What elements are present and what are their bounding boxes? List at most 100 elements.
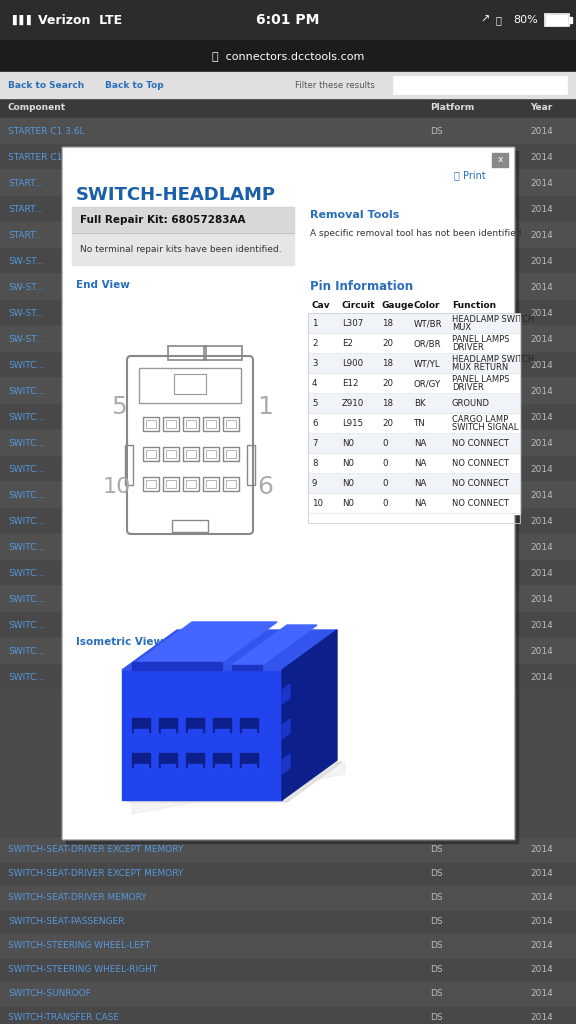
Text: DS: DS (430, 256, 442, 265)
Bar (215, 729, 229, 733)
Text: DS: DS (430, 205, 442, 213)
Bar (159, 718, 177, 732)
Bar (168, 346, 206, 360)
Text: 2014: 2014 (530, 918, 553, 927)
Bar (0, 910, 576, 934)
Text: 2014: 2014 (530, 386, 553, 395)
Text: SW-ST...: SW-ST... (8, 335, 44, 343)
Bar (0, 222, 576, 248)
Text: DS: DS (430, 941, 442, 950)
Text: DS: DS (430, 989, 442, 998)
Text: DS: DS (430, 178, 442, 187)
Bar (146, 450, 156, 458)
Text: DS: DS (430, 918, 442, 927)
Text: 2014: 2014 (530, 256, 553, 265)
Bar (66, 151, 518, 843)
Bar (308, 354, 520, 374)
Bar (308, 334, 520, 354)
Text: OR/GY: OR/GY (414, 380, 441, 388)
Text: WT/YL: WT/YL (414, 359, 441, 369)
Bar (0, 838, 576, 862)
Text: 4: 4 (312, 380, 317, 388)
Text: SWITCH SIGNAL: SWITCH SIGNAL (452, 424, 518, 432)
Text: Pin Information: Pin Information (310, 281, 413, 294)
Bar (223, 417, 239, 431)
Bar (72, 207, 294, 233)
Text: DS: DS (430, 413, 442, 422)
Bar (0, 170, 576, 196)
Bar (0, 72, 576, 98)
Bar (146, 420, 156, 428)
Text: Function: Function (452, 300, 496, 309)
Text: SWITCH-STEERING WHEEL-RIGHT: SWITCH-STEERING WHEEL-RIGHT (8, 966, 157, 975)
Text: 2014: 2014 (530, 673, 553, 682)
Text: 2014: 2014 (530, 308, 553, 317)
Bar (0, 638, 576, 664)
Polygon shape (282, 630, 337, 800)
Bar (186, 480, 196, 488)
Bar (0, 1006, 576, 1024)
Text: N0: N0 (342, 500, 354, 509)
Bar (163, 417, 179, 431)
Bar (206, 420, 216, 428)
Text: DS: DS (430, 869, 442, 879)
Text: 2014: 2014 (530, 568, 553, 578)
Text: PANEL LAMPS: PANEL LAMPS (452, 335, 510, 343)
Text: SWITC...: SWITC... (8, 438, 45, 447)
Bar (240, 718, 258, 732)
Bar (163, 447, 179, 461)
Bar (143, 447, 159, 461)
Bar (166, 420, 176, 428)
Text: 6: 6 (312, 420, 317, 428)
Text: Filter these results: Filter these results (295, 81, 375, 89)
Text: 2014: 2014 (530, 413, 553, 422)
Text: Full Repair Kit: 68057283AA: Full Repair Kit: 68057283AA (80, 215, 245, 225)
Text: START...: START... (8, 205, 43, 213)
Text: Circuit: Circuit (342, 300, 376, 309)
Text: Back to Top: Back to Top (105, 81, 164, 89)
Bar (223, 447, 239, 461)
Text: TN: TN (414, 420, 426, 428)
Bar (0, 586, 576, 612)
Text: NA: NA (414, 439, 426, 449)
Bar (0, 612, 576, 638)
Text: 2014: 2014 (530, 989, 553, 998)
Text: E2: E2 (342, 340, 353, 348)
Text: NO CONNECT: NO CONNECT (452, 439, 509, 449)
Text: ↗: ↗ (480, 15, 490, 25)
Text: DS: DS (430, 568, 442, 578)
Text: 2014: 2014 (530, 230, 553, 240)
Bar (242, 729, 256, 733)
Text: Isometric View: Isometric View (76, 637, 163, 647)
Polygon shape (232, 625, 317, 665)
Text: HEADLAMP SWITCH: HEADLAMP SWITCH (452, 314, 535, 324)
Text: DS: DS (430, 335, 442, 343)
Polygon shape (137, 622, 277, 662)
Text: 8: 8 (312, 460, 317, 469)
Text: 0: 0 (382, 439, 388, 449)
Bar (308, 374, 520, 394)
Text: NA: NA (414, 460, 426, 469)
Bar (203, 447, 219, 461)
Bar (0, 534, 576, 560)
Text: 2014: 2014 (530, 941, 553, 950)
Text: 2014: 2014 (530, 621, 553, 630)
Text: BK: BK (414, 399, 426, 409)
Bar (0, 508, 576, 534)
Text: 9: 9 (312, 479, 317, 488)
Bar (393, 76, 567, 94)
Bar (0, 482, 576, 508)
Text: SWITCH-SEAT-DRIVER EXCEPT MEMORY: SWITCH-SEAT-DRIVER EXCEPT MEMORY (8, 846, 183, 854)
Text: GROUND: GROUND (452, 399, 490, 409)
Polygon shape (282, 719, 290, 739)
Bar (308, 313, 520, 523)
Bar (188, 764, 202, 768)
Bar (0, 98, 576, 118)
Text: 2014: 2014 (530, 283, 553, 292)
Bar (0, 378, 576, 404)
Text: 🖨 Print: 🖨 Print (454, 170, 486, 180)
Text: SWITCH-TRANSFER CASE: SWITCH-TRANSFER CASE (8, 1014, 119, 1023)
Bar (0, 144, 576, 170)
Text: 6: 6 (257, 475, 273, 499)
Bar (0, 862, 576, 886)
